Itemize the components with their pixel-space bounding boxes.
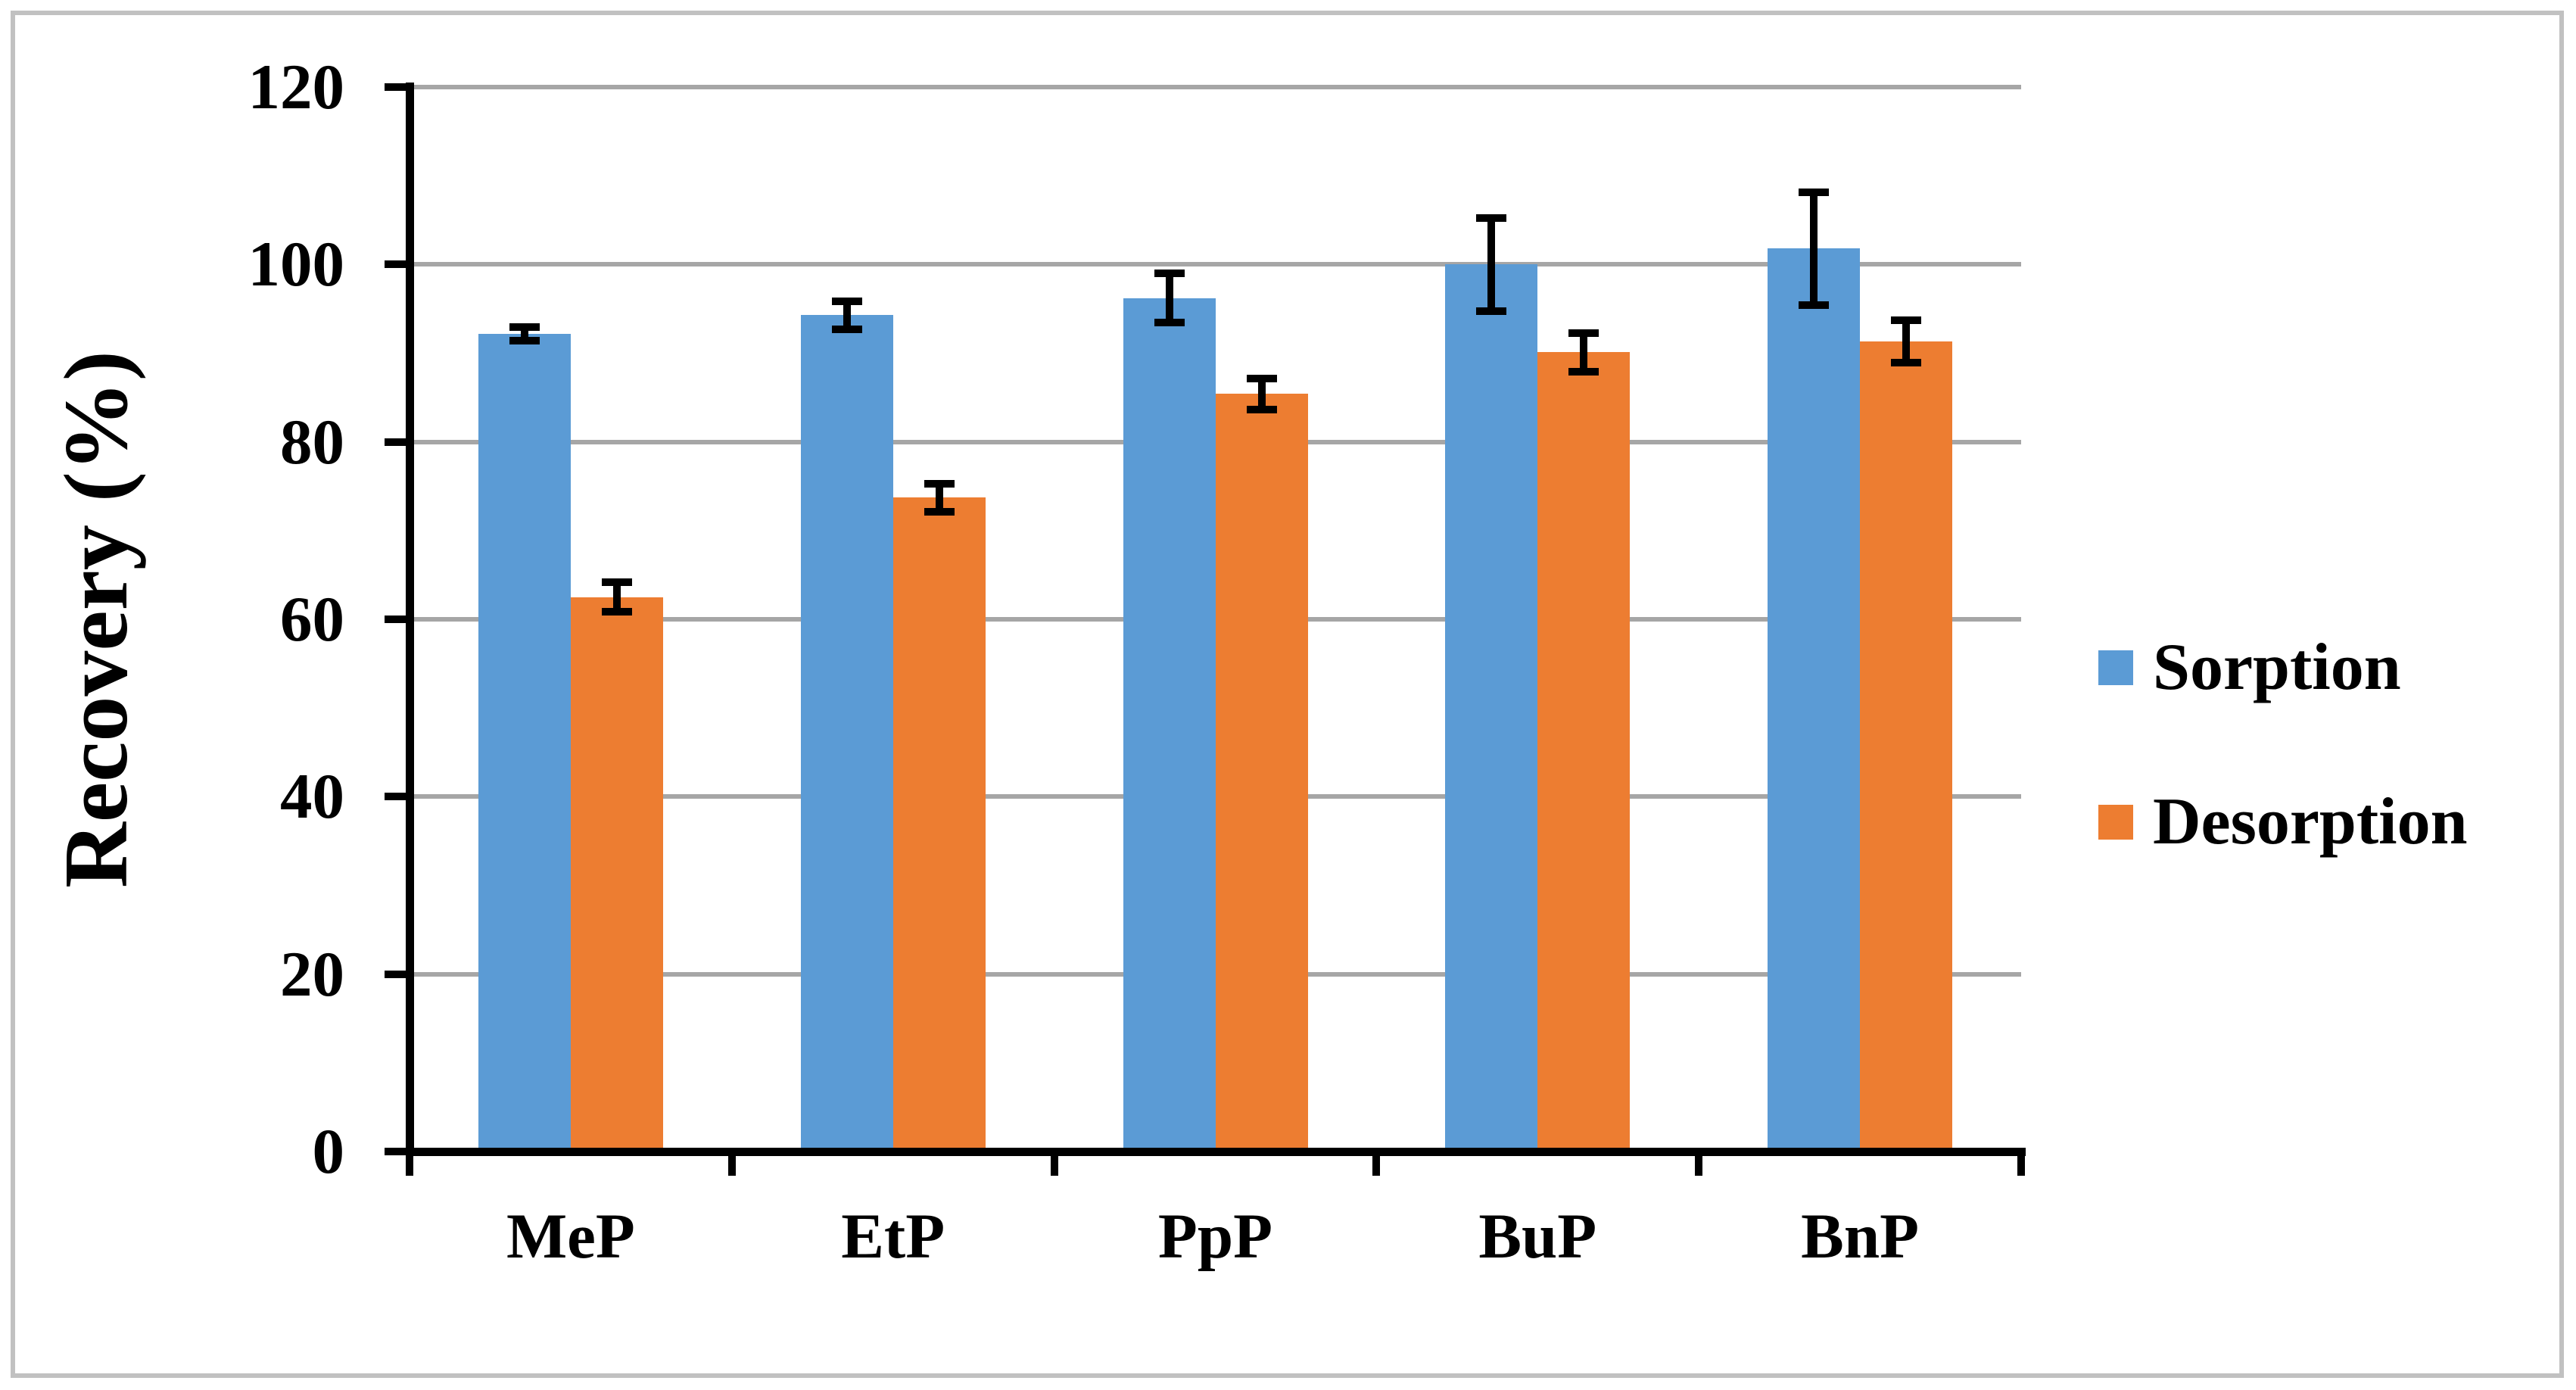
bar-BuP-Sorption: [1445, 264, 1538, 1152]
error-bar-part: [924, 480, 955, 488]
error-bar-BnP-Sorption: [1799, 188, 1830, 309]
bar-MeP-Sorption: [478, 333, 571, 1152]
x-category-label-MeP: MeP: [506, 1201, 635, 1272]
error-bar-part: [1246, 374, 1277, 382]
x-tick-0: [406, 1152, 413, 1176]
bar-EtP-Sorption: [800, 315, 893, 1152]
error-bar-EtP-Desorption: [924, 480, 955, 516]
error-bar-part: [1810, 188, 1818, 309]
x-tick-2: [1050, 1152, 1058, 1176]
error-bar-part: [1799, 188, 1830, 196]
x-tick-4: [1695, 1152, 1703, 1176]
bar-EtP-Desorption: [892, 497, 986, 1152]
y-tick-label-120: 120: [248, 51, 345, 123]
error-bar-part: [601, 578, 632, 587]
error-bar-part: [1568, 329, 1599, 337]
y-tick-40: [385, 793, 410, 801]
legend-item-desorption: Desorption: [2098, 789, 2468, 856]
figure-border: [11, 11, 2564, 1378]
error-bar-part: [1154, 270, 1185, 278]
error-bar-PpP-Desorption: [1246, 374, 1277, 414]
legend-label-sorption: Sorption: [2153, 631, 2401, 704]
x-axis-line: [405, 1147, 2026, 1156]
error-bar-part: [1257, 374, 1266, 414]
error-bar-BuP-Sorption: [1476, 213, 1507, 316]
error-bar-part: [1568, 367, 1599, 376]
error-bar-part: [1246, 406, 1277, 414]
error-bar-BnP-Desorption: [1891, 316, 1922, 367]
y-tick-label-20: 20: [280, 938, 344, 1010]
y-tick-0: [385, 1148, 410, 1155]
error-bar-part: [1891, 359, 1922, 367]
y-axis-line: [405, 83, 414, 1156]
error-bar-part: [1165, 270, 1173, 327]
legend-item-sorption: Sorption: [2098, 634, 2401, 701]
error-bar-part: [1902, 316, 1911, 367]
y-tick-100: [385, 260, 410, 269]
error-bar-part: [1580, 329, 1588, 376]
y-tick-120: [385, 83, 410, 91]
error-bar-part: [1891, 316, 1922, 325]
x-tick-1: [727, 1152, 736, 1176]
error-bar-MeP-Sorption: [509, 323, 540, 344]
error-bar-part: [1476, 307, 1507, 316]
legend-label-desorption: Desorption: [2153, 785, 2468, 859]
error-bar-part: [509, 336, 540, 344]
error-bar-part: [843, 297, 851, 333]
bar-PpP-Sorption: [1123, 298, 1216, 1152]
gridline-100: [413, 262, 2021, 267]
y-tick-label-60: 60: [280, 584, 344, 655]
error-bar-part: [612, 578, 621, 616]
error-bar-part: [831, 325, 862, 333]
error-bar-part: [520, 323, 528, 344]
y-tick-label-40: 40: [280, 761, 344, 833]
y-tick-20: [385, 970, 410, 978]
y-tick-60: [385, 616, 410, 623]
bar-BnP-Desorption: [1860, 341, 1953, 1152]
x-category-label-EtP: EtP: [841, 1201, 945, 1272]
x-category-label-PpP: PpP: [1157, 1201, 1273, 1272]
error-bar-BuP-Desorption: [1568, 329, 1599, 376]
error-bar-part: [1154, 319, 1185, 327]
x-category-label-BuP: BuP: [1478, 1201, 1597, 1272]
y-tick-label-0: 0: [312, 1116, 345, 1187]
bar-MeP-Desorption: [570, 597, 663, 1152]
y-tick-label-100: 100: [248, 229, 345, 301]
error-bar-part: [831, 297, 862, 305]
error-bar-part: [1487, 213, 1496, 316]
error-bar-part: [935, 480, 943, 516]
error-bar-part: [1476, 213, 1507, 222]
error-bar-part: [601, 608, 632, 616]
x-tick-3: [1372, 1152, 1381, 1176]
y-tick-label-80: 80: [280, 406, 344, 478]
error-bar-MeP-Desorption: [601, 578, 632, 616]
error-bar-EtP-Sorption: [831, 297, 862, 333]
y-tick-80: [385, 438, 410, 446]
gridline-120: [413, 85, 2021, 89]
error-bar-part: [924, 507, 955, 516]
error-bar-PpP-Sorption: [1154, 270, 1185, 327]
desorption-swatch-icon: [2098, 805, 2133, 840]
bar-PpP-Desorption: [1215, 394, 1308, 1152]
x-tick-5: [2017, 1152, 2025, 1176]
error-bar-part: [509, 323, 540, 331]
bar-BuP-Desorption: [1537, 352, 1631, 1152]
error-bar-part: [1799, 301, 1830, 309]
sorption-swatch-icon: [2098, 650, 2133, 685]
x-category-label-BnP: BnP: [1801, 1201, 1920, 1272]
bar-BnP-Sorption: [1768, 248, 1861, 1152]
